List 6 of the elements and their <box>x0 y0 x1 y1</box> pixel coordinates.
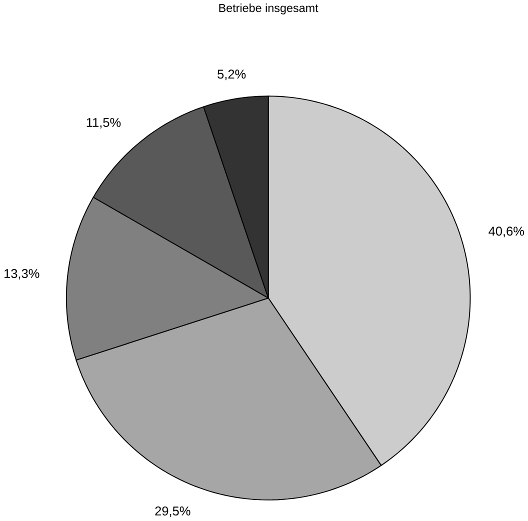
data-label: 11,5% <box>86 118 121 129</box>
data-label: 29,5% <box>155 506 190 518</box>
data-label: 40,6% <box>488 226 524 238</box>
data-label: 5,2% <box>218 70 246 80</box>
data-label: 13,3% <box>4 269 40 280</box>
chart-title: Betriebe insgesamt <box>219 4 318 15</box>
